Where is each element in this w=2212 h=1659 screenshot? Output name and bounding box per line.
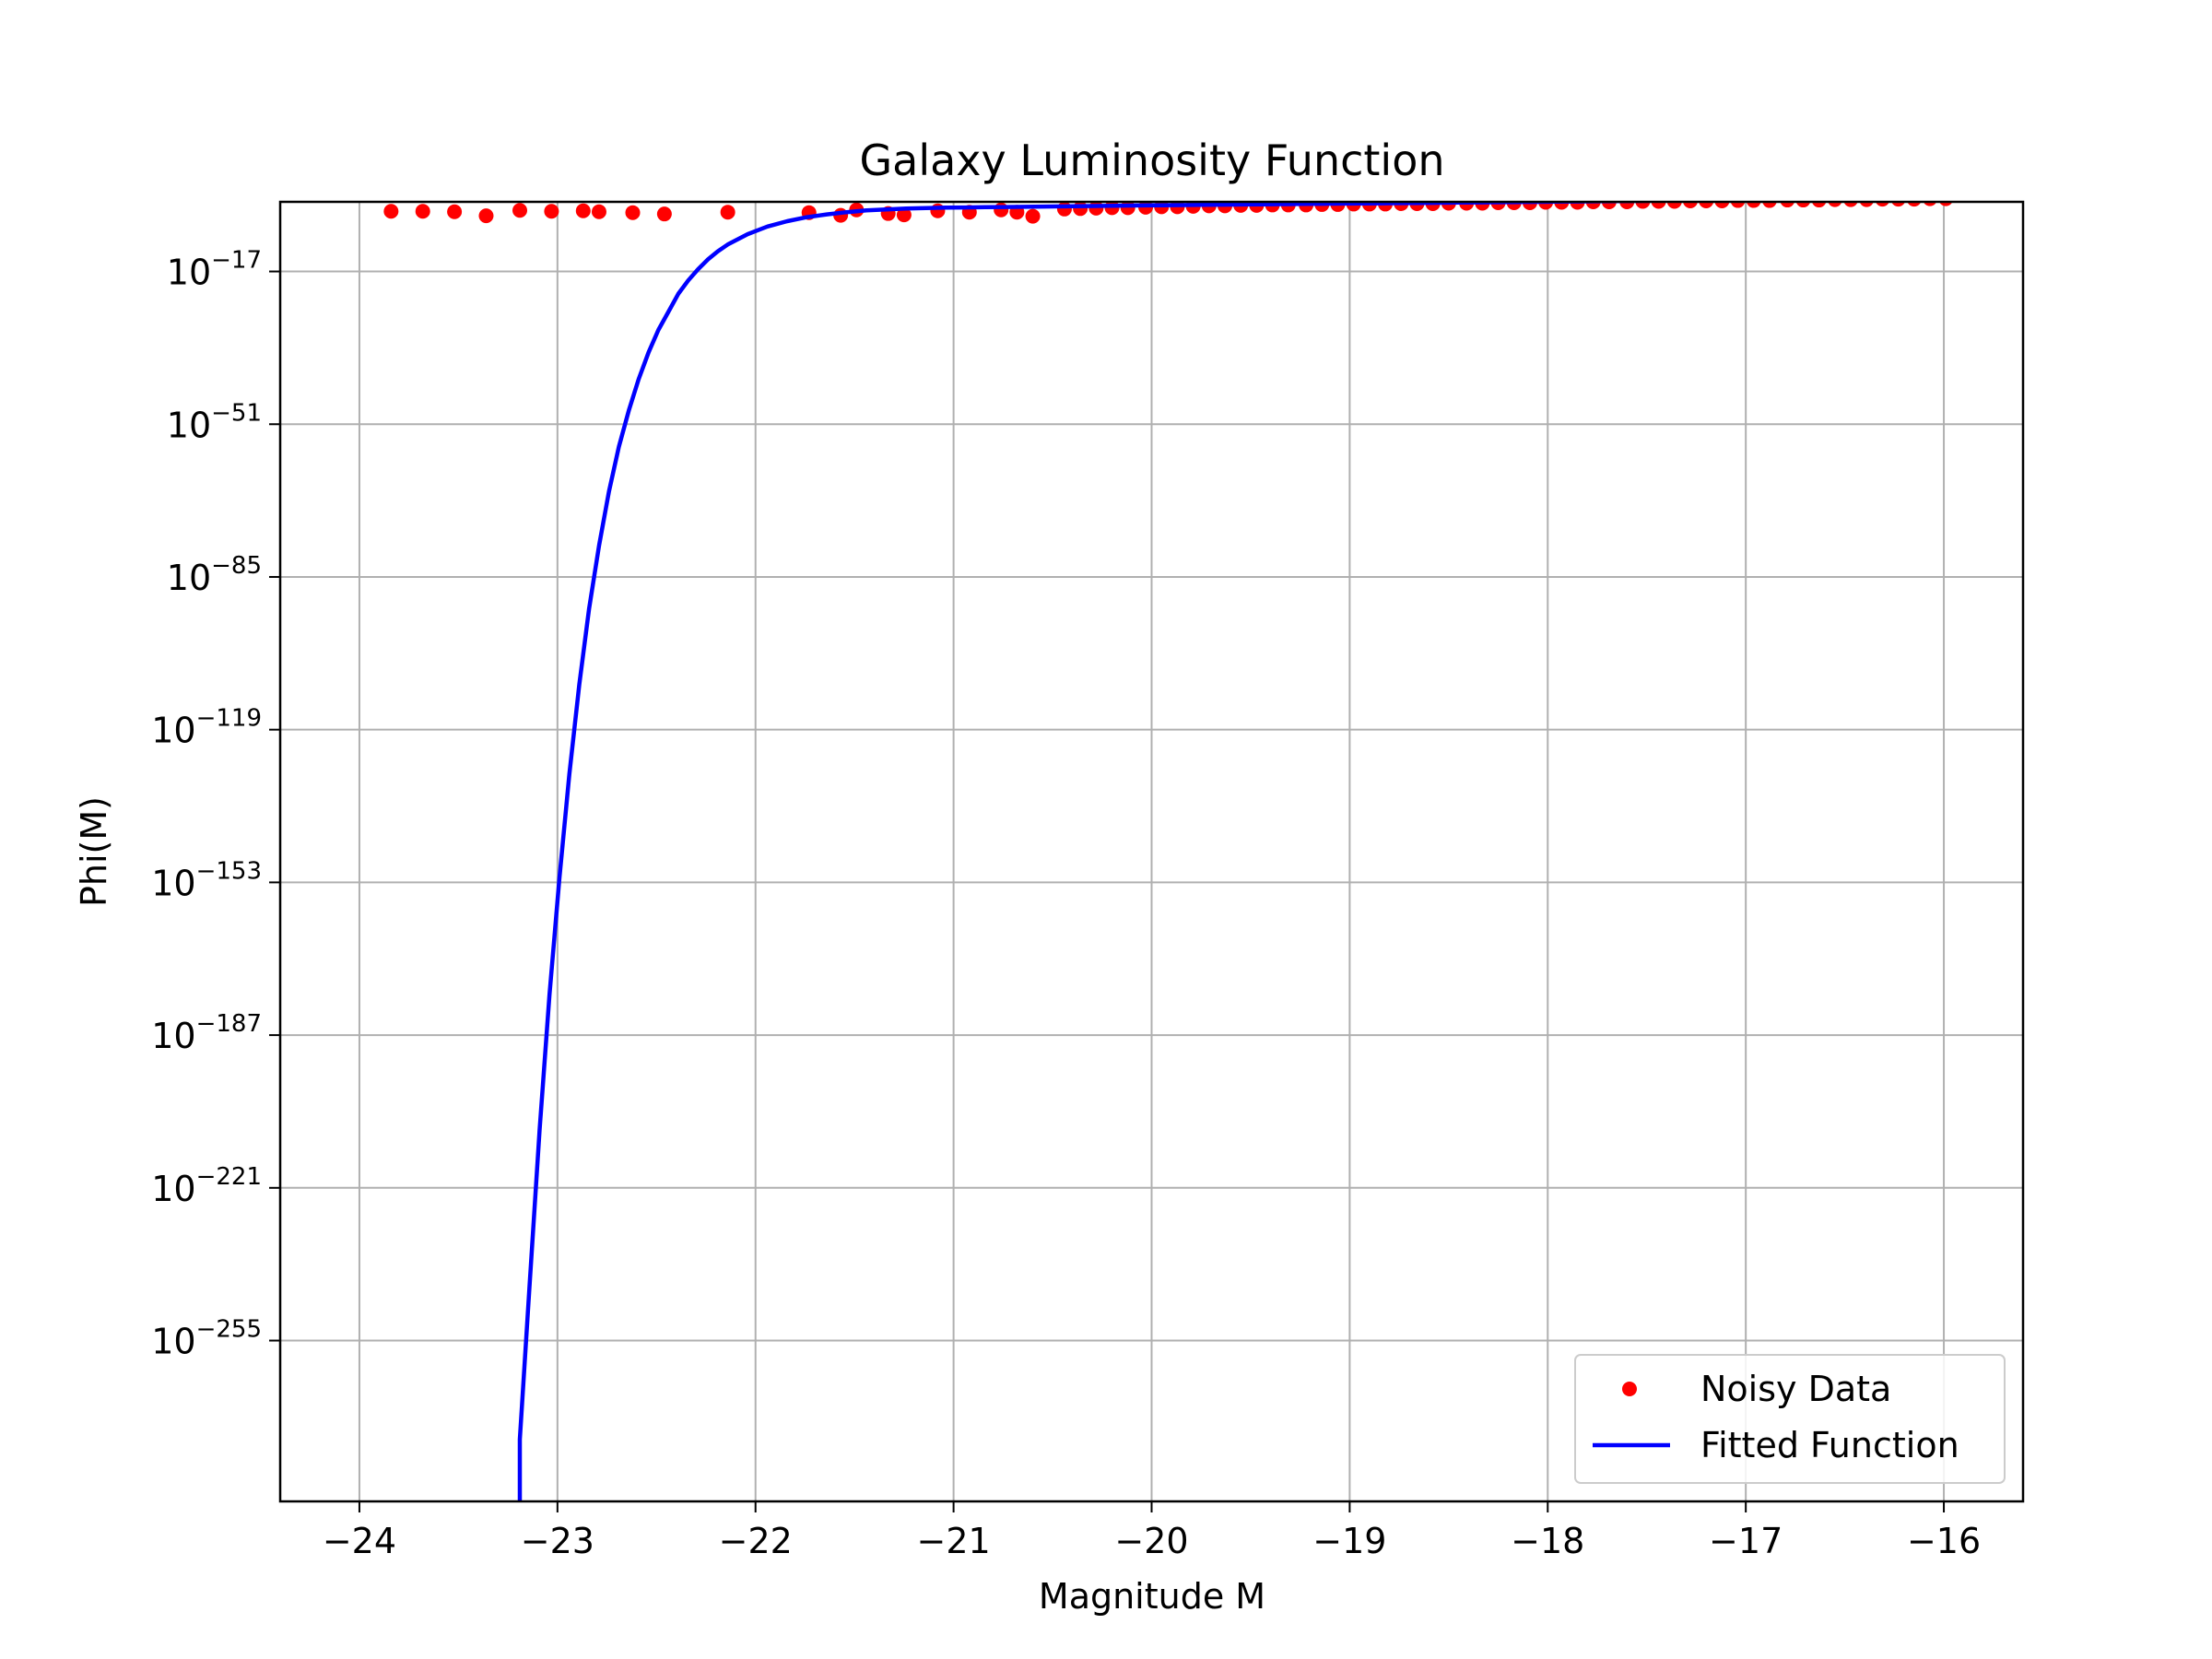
data-point [1811,202,1827,208]
x-tick-label: −24 [323,1521,396,1561]
data-point [591,204,606,219]
y-tick-label: 10−17 [167,247,262,293]
legend-label-noisy-data: Noisy Data [1700,1369,1891,1409]
y-tick-exponent: −85 [211,552,262,580]
data-point [1570,202,1585,210]
x-tick-label: −17 [1709,1521,1783,1561]
x-tick-label: −16 [1907,1521,1981,1561]
y-tick-label: 10−85 [167,552,262,598]
y-tick-label: 10−153 [151,857,262,903]
plot-frame [278,200,2025,1503]
data-point [575,203,591,218]
legend-marker-noisy-data [1622,1382,1637,1396]
data-point [383,204,399,219]
data-point [1073,202,1088,217]
data-point [1891,202,1906,207]
data-point [1907,202,1922,207]
data-point [720,205,735,220]
x-tick-label: −22 [719,1521,793,1561]
y-tick-exponent: −153 [196,857,262,885]
y-tick-label: 10−51 [167,399,262,445]
data-point [625,205,641,220]
x-tick-label: −23 [521,1521,594,1561]
y-axis-ticks: 10−17 10−51 10−85 10−119 10−153 10−187 10−221 1… [151,247,280,1362]
data-point [1683,202,1698,209]
y-tick-exponent: −17 [211,247,262,275]
x-tick-label: −18 [1511,1521,1584,1561]
data-point [1714,202,1730,209]
data-point [1585,202,1601,209]
x-axis-label: Magnitude M [1039,1576,1265,1617]
legend: Noisy Data Fitted Function [1574,1354,2006,1484]
data-point [1619,202,1635,209]
data-point [656,206,672,222]
y-tick-label: 10−221 [151,1163,262,1209]
data-point [1746,202,1761,208]
x-tick-label: −19 [1312,1521,1386,1561]
data-point [1730,202,1746,208]
data-point [1828,202,1842,207]
fitted-function-line-group [517,202,1773,1501]
y-tick-exponent: −119 [196,705,262,733]
x-axis-ticks: −24 −23 −22 −21 −20 −19 −18 −17 −16 [323,1501,1981,1561]
chart-title: Galaxy Luminosity Function [859,135,1444,185]
data-point [1795,202,1811,208]
fitted-function-line [517,202,1773,1501]
y-tick-label: 10−119 [151,705,262,751]
plot-area [383,202,1953,1501]
data-point [1025,208,1041,224]
data-point [447,204,463,219]
data-point [1843,202,1858,207]
data-point [896,207,912,223]
gridlines [280,202,2023,1501]
data-point [994,202,1009,218]
x-tick-label: −20 [1114,1521,1188,1561]
data-point [544,204,559,219]
data-point [1875,202,1889,207]
y-tick-exponent: −51 [211,399,262,427]
data-point [1859,202,1874,207]
y-tick-exponent: −255 [196,1316,262,1344]
data-point [1699,202,1714,209]
legend-box [1574,1354,2006,1484]
data-point [1762,202,1777,208]
y-tick-label: 10−255 [151,1316,262,1362]
data-point [1635,202,1651,209]
data-point [1601,202,1617,209]
x-tick-label: −21 [917,1521,991,1561]
data-point [415,204,430,219]
data-point [512,203,528,218]
data-point [1780,202,1795,208]
data-point [1666,202,1682,209]
data-point [478,208,494,224]
data-point [1554,202,1570,210]
y-tick-exponent: −187 [196,1010,262,1038]
legend-label-fitted-function: Fitted Function [1700,1425,1959,1465]
y-axis-label: Phi(M) [74,796,114,907]
y-tick-exponent: −221 [196,1163,262,1191]
data-point [1056,202,1072,217]
y-tick-label: 10−187 [151,1010,262,1056]
data-point [1651,202,1666,209]
